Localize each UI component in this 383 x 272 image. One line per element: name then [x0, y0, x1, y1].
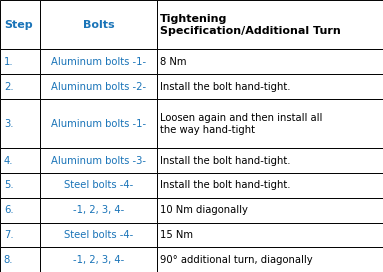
Bar — [0, 0, 40, 50]
Bar — [157, 173, 383, 198]
Text: -1, 2, 3, 4-: -1, 2, 3, 4- — [73, 205, 124, 215]
Text: 90° additional turn, diagonally: 90° additional turn, diagonally — [160, 255, 313, 265]
Bar — [0, 99, 40, 148]
Bar — [0, 148, 40, 173]
Bar — [157, 222, 383, 247]
Text: 15 Nm: 15 Nm — [160, 230, 193, 240]
Bar — [157, 50, 383, 74]
Bar — [40, 247, 157, 272]
Text: Step: Step — [4, 20, 33, 30]
Bar — [0, 198, 40, 222]
Bar — [40, 198, 157, 222]
Bar — [157, 198, 383, 222]
Text: Tightening
Specification/Additional Turn: Tightening Specification/Additional Turn — [160, 14, 341, 36]
Text: Aluminum bolts -2-: Aluminum bolts -2- — [51, 82, 146, 92]
Bar — [0, 74, 40, 99]
Text: Aluminum bolts -3-: Aluminum bolts -3- — [51, 156, 146, 166]
Text: 10 Nm diagonally: 10 Nm diagonally — [160, 205, 248, 215]
Text: 5.: 5. — [4, 180, 13, 190]
Text: 3.: 3. — [4, 119, 13, 129]
Bar — [157, 247, 383, 272]
Bar — [0, 173, 40, 198]
Text: 4.: 4. — [4, 156, 13, 166]
Bar — [40, 0, 157, 50]
Text: Aluminum bolts -1-: Aluminum bolts -1- — [51, 119, 146, 129]
Bar — [157, 0, 383, 50]
Bar — [0, 222, 40, 247]
Bar — [40, 173, 157, 198]
Bar — [40, 50, 157, 74]
Bar — [0, 50, 40, 74]
Text: Steel bolts -4-: Steel bolts -4- — [64, 180, 133, 190]
Text: 7.: 7. — [4, 230, 13, 240]
Bar — [157, 74, 383, 99]
Text: -1, 2, 3, 4-: -1, 2, 3, 4- — [73, 255, 124, 265]
Text: Steel bolts -4-: Steel bolts -4- — [64, 230, 133, 240]
Bar — [40, 148, 157, 173]
Text: 8 Nm: 8 Nm — [160, 57, 187, 67]
Text: Loosen again and then install all
the way hand-tight: Loosen again and then install all the wa… — [160, 113, 322, 135]
Text: 2.: 2. — [4, 82, 13, 92]
Bar — [157, 148, 383, 173]
Text: Aluminum bolts -1-: Aluminum bolts -1- — [51, 57, 146, 67]
Text: Install the bolt hand-tight.: Install the bolt hand-tight. — [160, 156, 291, 166]
Bar — [40, 99, 157, 148]
Text: Bolts: Bolts — [83, 20, 115, 30]
Text: 1.: 1. — [4, 57, 13, 67]
Text: Install the bolt hand-tight.: Install the bolt hand-tight. — [160, 82, 291, 92]
Bar — [0, 247, 40, 272]
Bar — [40, 222, 157, 247]
Text: 6.: 6. — [4, 205, 13, 215]
Bar — [157, 99, 383, 148]
Bar — [40, 74, 157, 99]
Text: 8.: 8. — [4, 255, 13, 265]
Text: Install the bolt hand-tight.: Install the bolt hand-tight. — [160, 180, 291, 190]
